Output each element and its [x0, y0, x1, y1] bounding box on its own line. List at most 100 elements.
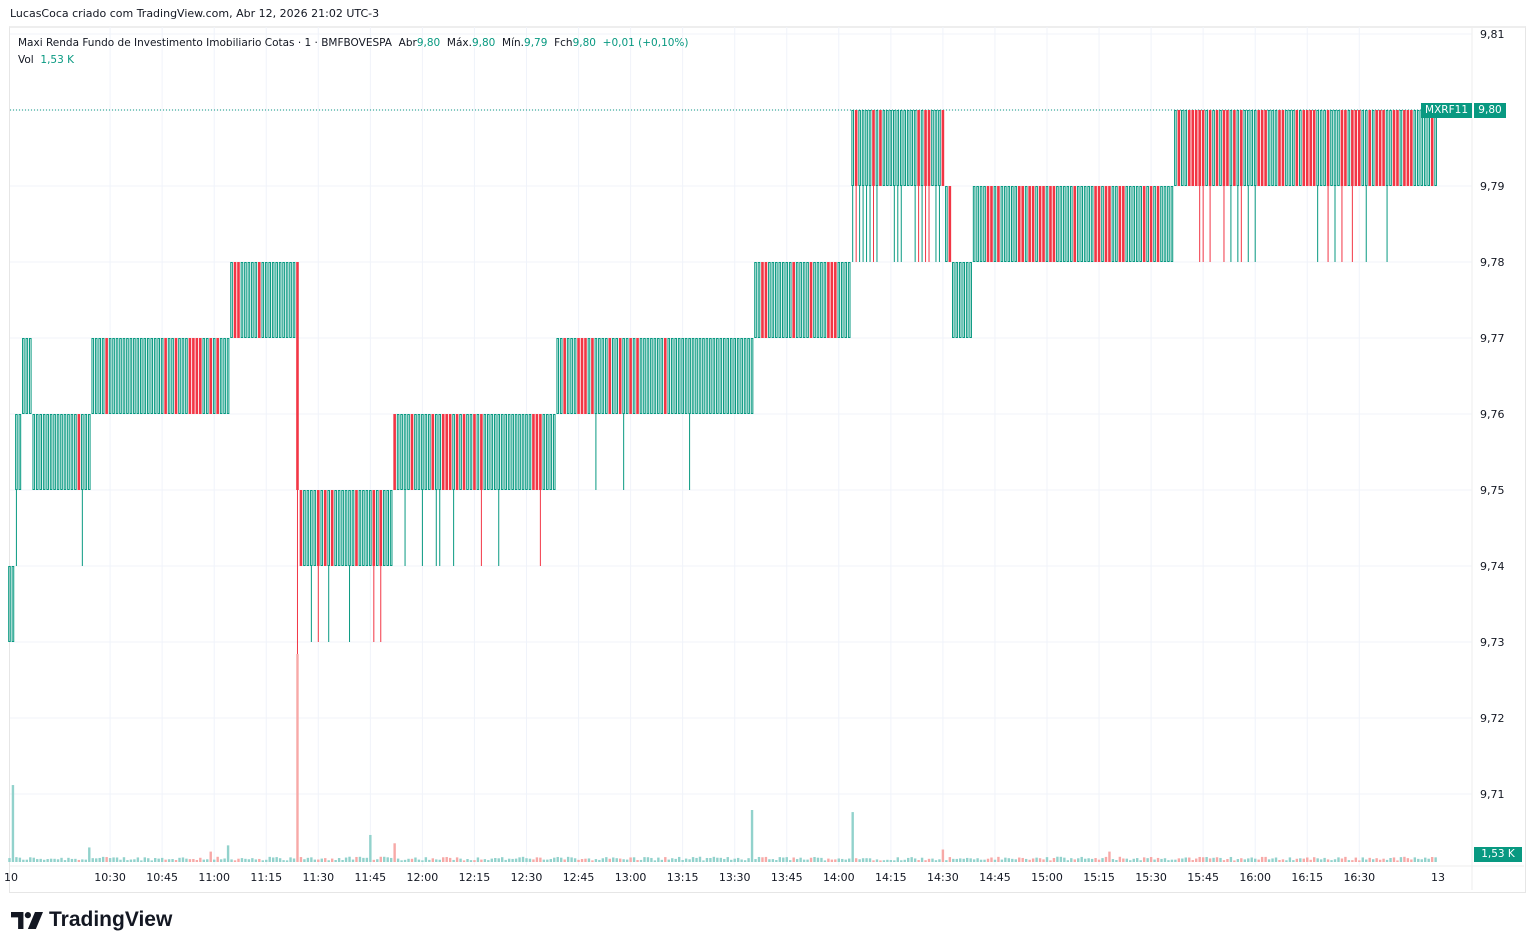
volume-bar: [965, 857, 969, 862]
candle-up: [573, 338, 577, 414]
candle-up: [1024, 186, 1028, 262]
candle-up: [178, 338, 181, 414]
candle-up: [140, 338, 143, 414]
time-axis-label: 12:45: [563, 871, 595, 884]
volume-bar: [143, 857, 146, 862]
volume-bar: [372, 859, 376, 862]
volume-bar: [809, 857, 813, 862]
candle-up: [424, 414, 428, 490]
candle-down: [1021, 186, 1025, 262]
time-axis-label: 11:30: [302, 871, 334, 884]
volume-bar: [348, 856, 351, 862]
candle-down: [1410, 110, 1413, 186]
candle-up: [983, 186, 986, 262]
candle-up: [42, 414, 46, 490]
volume-bar: [549, 858, 552, 862]
price-axis-label: 9,77: [1480, 332, 1505, 345]
tradingview-logo[interactable]: TradingView: [11, 908, 172, 932]
volume-bar: [1326, 859, 1330, 862]
candle-up: [428, 414, 431, 490]
candle-up: [334, 490, 337, 566]
candle-up: [844, 262, 848, 338]
time-axis-label: 16:00: [1239, 871, 1271, 884]
candle-down: [393, 414, 396, 490]
volume-bar: [101, 856, 105, 862]
open-label: Abr: [398, 37, 417, 49]
volume-bar: [1066, 860, 1070, 862]
candle-down: [917, 110, 920, 186]
candle-up: [1330, 110, 1333, 186]
volume-bar: [979, 859, 983, 862]
candle-up: [348, 490, 351, 566]
candle-up: [747, 338, 750, 414]
candle-down: [473, 414, 476, 490]
volume-bar: [834, 859, 837, 862]
volume-bar: [573, 858, 577, 862]
candle-up: [1115, 186, 1118, 262]
candle-down: [330, 490, 334, 566]
candle-up: [46, 414, 49, 490]
candle-up: [899, 110, 903, 186]
candle-down: [462, 414, 466, 490]
candle-down: [591, 338, 594, 414]
volume-bar: [1302, 858, 1305, 862]
volume-bar: [254, 859, 258, 862]
volume-bar: [553, 857, 556, 862]
candle-down: [237, 262, 240, 338]
volume-bar: [1236, 859, 1240, 862]
volume-bar: [376, 859, 379, 862]
chart-legend: Maxi Renda Fundo de Investimento Imobili…: [18, 35, 689, 69]
volume-bar: [688, 859, 691, 862]
candle-up: [525, 414, 528, 490]
volume-bar: [289, 857, 292, 862]
candle-down: [1215, 110, 1219, 186]
candle-up: [1267, 110, 1271, 186]
time-axis-label: 11:00: [198, 871, 230, 884]
candle-up: [275, 262, 278, 338]
volume-bar: [612, 857, 615, 862]
volume-bar: [483, 859, 487, 862]
candle-up: [931, 110, 934, 186]
candle-up: [56, 414, 60, 490]
volume-bar: [1101, 858, 1104, 862]
candle-up: [1337, 110, 1340, 186]
candle-up: [226, 338, 230, 414]
volume-bar: [147, 858, 150, 862]
volume-bar: [1417, 858, 1420, 862]
candle-up: [514, 414, 518, 490]
candle-up: [126, 338, 129, 414]
candle-up: [632, 338, 636, 414]
volume-bar: [1410, 859, 1413, 862]
candle-up: [802, 262, 806, 338]
volume-bar: [275, 857, 278, 862]
candle-up: [945, 186, 948, 262]
volume-bar: [990, 857, 993, 862]
candle-up: [18, 414, 22, 490]
volume-bar: [105, 857, 108, 862]
volume-bar: [230, 859, 233, 862]
volume-bar: [219, 859, 223, 862]
volume-bar: [379, 856, 382, 862]
volume-bar: [924, 860, 927, 862]
volume-bar: [681, 859, 684, 862]
volume-bar: [244, 858, 247, 862]
candle-up: [847, 262, 851, 338]
volume-bar: [1042, 859, 1045, 862]
candle-down: [1233, 110, 1236, 186]
candle-up: [702, 338, 705, 414]
volume-bar: [802, 859, 806, 862]
candle-up: [313, 490, 317, 566]
volume-bar: [11, 785, 15, 862]
candle-up: [1059, 186, 1063, 262]
candle-down: [1354, 110, 1358, 186]
candle-down: [1142, 186, 1146, 262]
volume-bar: [608, 858, 611, 862]
volume-bar: [1146, 858, 1149, 862]
volume-bar: [993, 859, 997, 862]
volume-bar: [501, 857, 504, 862]
volume-bar: [466, 859, 469, 862]
volume-bar: [383, 856, 386, 862]
volume-bar: [882, 860, 886, 862]
time-axis-label: 13:45: [771, 871, 803, 884]
